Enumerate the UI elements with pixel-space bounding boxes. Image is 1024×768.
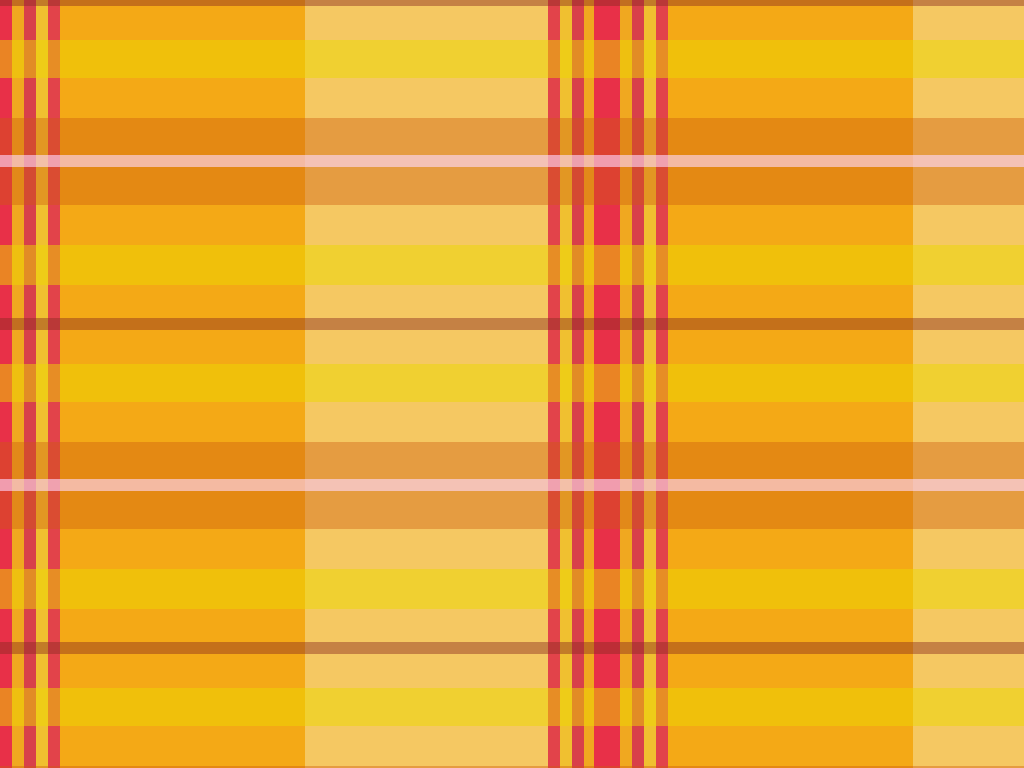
plaid-wallpaper <box>0 0 1024 768</box>
page <box>0 0 1024 768</box>
horizontal-stripes <box>0 0 1024 768</box>
